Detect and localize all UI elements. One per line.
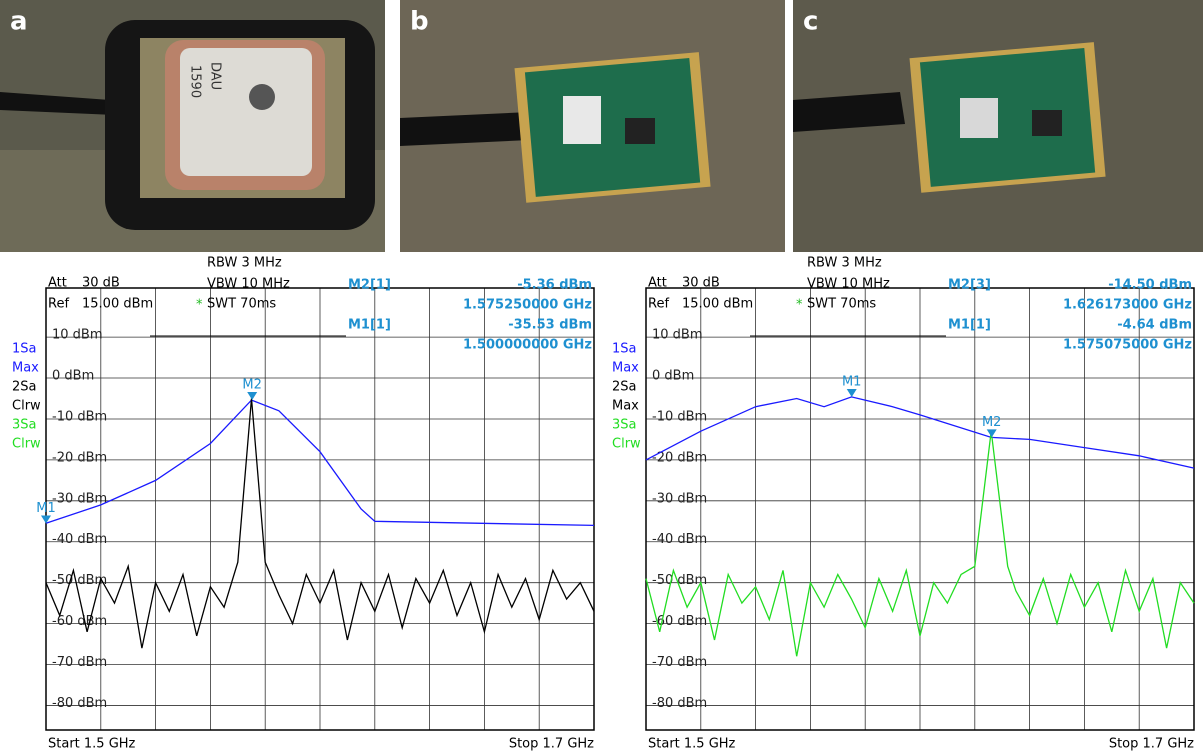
setting: 30 dB <box>82 276 120 291</box>
setting: RBW 3 MHz <box>207 256 282 271</box>
setting: VBW 10 MHz <box>807 277 890 292</box>
setting: Att <box>648 276 667 291</box>
marker-tag: M2 <box>242 377 262 392</box>
marker-level: -4.64 dBm <box>1117 318 1192 333</box>
y-tick-label: -60 dBm <box>52 614 107 629</box>
marker-freq: 1.575250000 GHz <box>463 298 592 313</box>
x-start: Start 1.5 GHz <box>648 737 736 752</box>
setting: 30 dB <box>682 276 720 291</box>
setting-flag: * <box>196 298 203 313</box>
photo-b <box>400 0 785 252</box>
trace-label: Max <box>612 399 639 414</box>
marker-level: -14.50 dBm <box>1108 278 1192 293</box>
trace-label: Max <box>12 361 39 376</box>
svg-text:DAU: DAU <box>208 62 223 90</box>
y-tick-label: 0 dBm <box>52 369 94 384</box>
figure: DAU 1590 a b c 10 dBm 0 dBm -10 dBm -20 dBm… <box>0 0 1203 756</box>
photo-a: DAU 1590 <box>0 0 385 252</box>
trace-label: 2Sa <box>612 380 637 395</box>
setting: 15.00 dBm <box>82 297 153 312</box>
y-tick-label: 10 dBm <box>52 328 103 343</box>
marker <box>847 389 857 397</box>
y-tick-label: -40 dBm <box>652 532 707 547</box>
trace-label: 1Sa <box>12 342 37 357</box>
svg-text:1590: 1590 <box>188 65 203 98</box>
y-tick-label: -10 dBm <box>652 409 707 424</box>
y-tick-label: 10 dBm <box>652 328 703 343</box>
trace-label: 3Sa <box>612 418 637 433</box>
marker-tag: M1 <box>842 375 862 390</box>
marker-level: -5.36 dBm <box>517 278 592 293</box>
panel-label: a <box>10 7 28 37</box>
setting: SWT 70ms <box>807 297 876 312</box>
marker-name: M2[3] <box>948 278 991 293</box>
setting: Ref <box>48 297 69 312</box>
setting-flag: * <box>796 298 803 313</box>
x-stop: Stop 1.7 GHz <box>509 737 594 752</box>
setting: Ref <box>648 297 669 312</box>
marker-freq: 1.626173000 GHz <box>1063 298 1192 313</box>
x-stop: Stop 1.7 GHz <box>1109 737 1194 752</box>
setting: RBW 3 MHz <box>807 256 882 271</box>
trace-label: 2Sa <box>12 380 37 395</box>
y-tick-label: -10 dBm <box>52 409 107 424</box>
setting: 15.00 dBm <box>682 297 753 312</box>
marker-name: M2[1] <box>348 278 391 293</box>
y-tick-label: -80 dBm <box>52 696 107 711</box>
panel-label: c <box>803 7 818 37</box>
marker-name: M1[1] <box>348 318 391 333</box>
y-tick-label: -70 dBm <box>52 655 107 670</box>
trace-label: Max <box>612 361 639 376</box>
setting: VBW 10 MHz <box>207 277 290 292</box>
y-tick-label: -30 dBm <box>52 491 107 506</box>
marker-tag: M2 <box>982 415 1002 430</box>
y-tick-label: -40 dBm <box>52 532 107 547</box>
trace-label: 1Sa <box>612 342 637 357</box>
y-tick-label: -70 dBm <box>652 655 707 670</box>
marker-level: -35.53 dBm <box>508 318 592 333</box>
trace-label: Clrw <box>12 399 41 414</box>
y-tick-label: -20 dBm <box>52 450 107 465</box>
marker <box>247 392 257 400</box>
marker-freq: 1.575075000 GHz <box>1063 338 1192 353</box>
setting: SWT 70ms <box>207 297 276 312</box>
photo-c <box>793 0 1203 252</box>
setting: Att <box>48 276 67 291</box>
trace-label: 3Sa <box>12 418 37 433</box>
marker-name: M1[1] <box>948 318 991 333</box>
marker-freq: 1.500000000 GHz <box>463 338 592 353</box>
x-start: Start 1.5 GHz <box>48 737 136 752</box>
panel-label: b <box>410 7 429 37</box>
trace-label: Clrw <box>12 437 41 452</box>
y-tick-label: -30 dBm <box>652 491 707 506</box>
y-tick-label: -80 dBm <box>652 696 707 711</box>
marker-tag: M1 <box>36 501 56 516</box>
y-tick-label: 0 dBm <box>652 369 694 384</box>
trace-label: Clrw <box>612 437 641 452</box>
